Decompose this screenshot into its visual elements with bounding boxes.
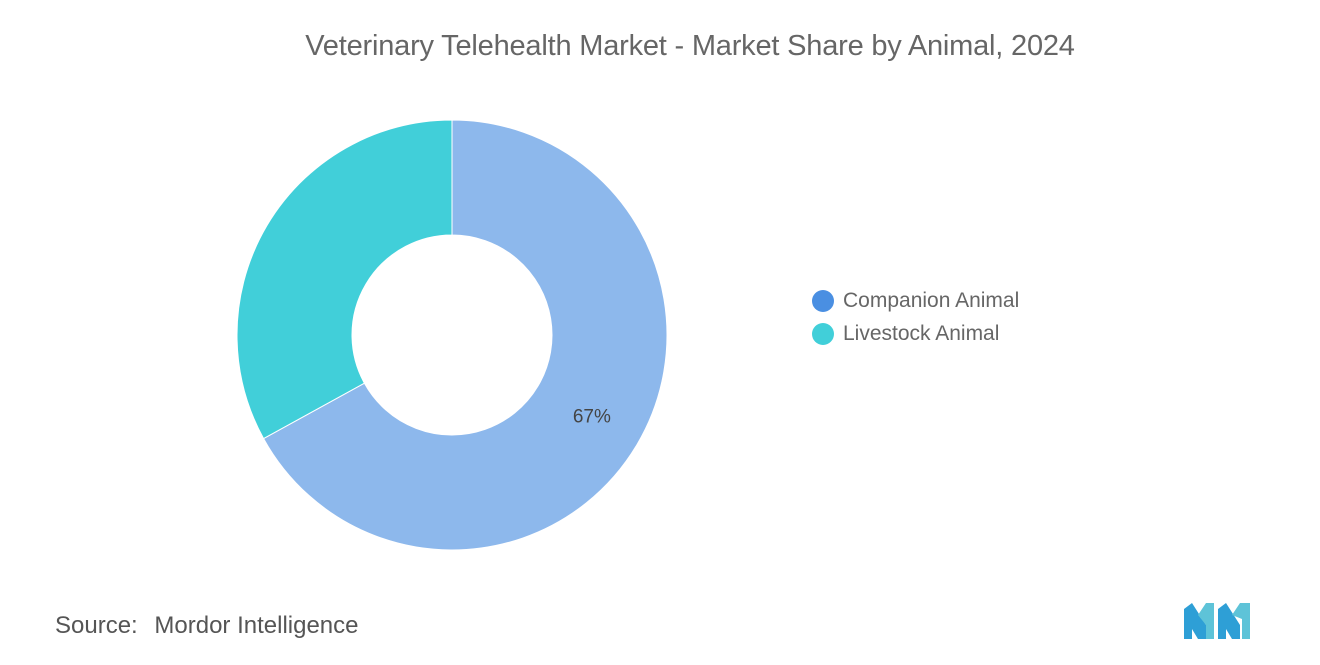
donut-slices bbox=[236, 119, 668, 551]
legend-label: Companion Animal bbox=[843, 288, 1020, 312]
donut-slice-livestock-animal[interactable] bbox=[236, 119, 453, 440]
legend-swatch-companion-animal bbox=[812, 289, 834, 312]
donut-slice-companion-animal[interactable] bbox=[262, 119, 668, 551]
data-label-companion-animal: 67% bbox=[573, 407, 611, 428]
source-attribution: Source: Mordor Intelligence bbox=[55, 612, 359, 640]
donut-data-labels: 67% bbox=[573, 407, 611, 428]
source-name: Mordor Intelligence bbox=[154, 612, 359, 639]
legend-swatch-livestock-animal bbox=[812, 322, 834, 345]
legend-label: Livestock Animal bbox=[843, 321, 1000, 345]
mordor-intelligence-logo-icon bbox=[1184, 603, 1250, 639]
legend-item-companion-animal[interactable]: Companion Animal bbox=[812, 284, 1019, 317]
source-label: Source: bbox=[55, 612, 138, 639]
chart-title: Veterinary Telehealth Market - Market Sh… bbox=[305, 30, 1075, 62]
legend-item-livestock-animal[interactable]: Livestock Animal bbox=[812, 317, 1019, 350]
chart-legend: Companion Animal Livestock Animal bbox=[812, 284, 1019, 350]
